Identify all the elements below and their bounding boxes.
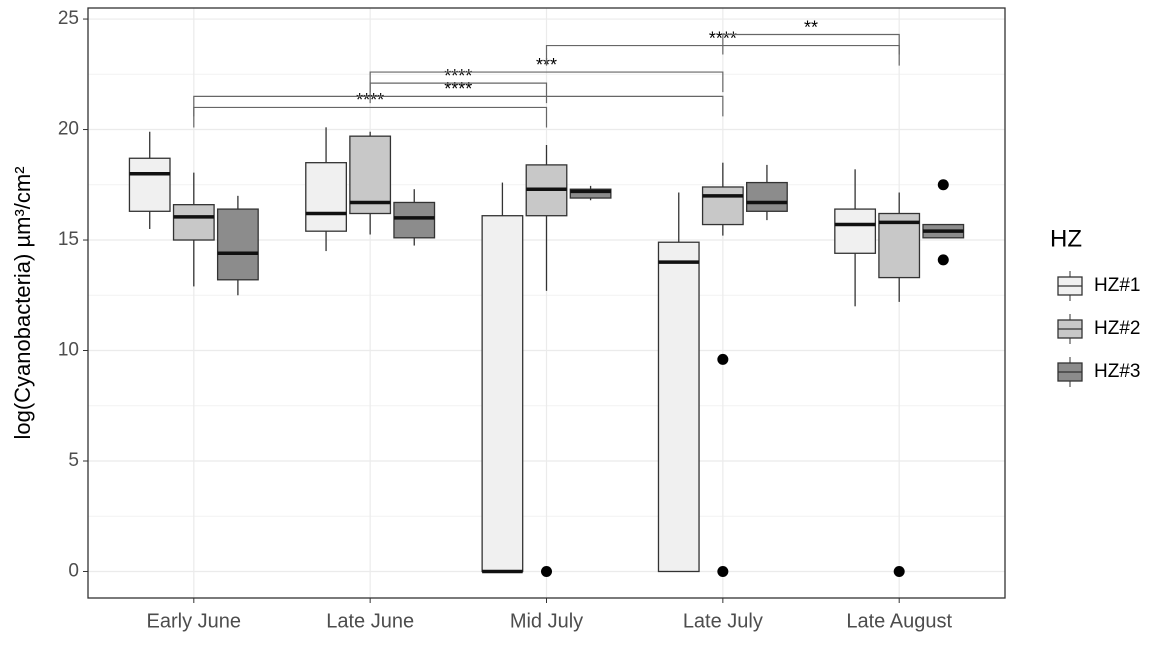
legend-label: HZ#2 (1094, 318, 1140, 339)
box (878, 212, 921, 279)
significance-label: **** (444, 66, 472, 86)
x-tick-label: Late August (846, 610, 952, 632)
box (569, 188, 612, 199)
outlier (937, 254, 949, 266)
x-tick-label: Late June (326, 610, 414, 632)
y-tick-label: 0 (68, 560, 79, 581)
outlier (717, 353, 729, 365)
box (216, 208, 259, 281)
box (746, 181, 788, 212)
box (393, 201, 436, 239)
outlier (937, 179, 949, 191)
box (657, 241, 700, 573)
box (172, 204, 215, 241)
outlier (717, 565, 729, 577)
outlier (893, 565, 905, 577)
significance-label: **** (444, 79, 472, 99)
y-tick-label: 25 (58, 8, 79, 29)
x-tick-label: Late July (683, 610, 763, 632)
significance-bracket (369, 71, 724, 93)
significance-bracket (193, 95, 724, 117)
box (834, 208, 877, 254)
y-tick-label: 15 (58, 229, 79, 250)
y-tick-label: 5 (68, 450, 79, 471)
significance-bracket (193, 106, 548, 128)
y-tick-label: 10 (58, 340, 79, 361)
legend-label: HZ#1 (1094, 275, 1140, 296)
legend-title: HZ (1050, 225, 1082, 252)
y-tick-label: 20 (58, 119, 79, 140)
x-tick-label: Early June (147, 610, 242, 632)
box (305, 162, 347, 232)
panel-border (87, 7, 1006, 599)
x-tick-label: Mid July (510, 610, 583, 632)
significance-label: ** (804, 17, 818, 37)
box (701, 186, 744, 226)
significance-bracket (722, 33, 900, 55)
box (349, 135, 392, 215)
legend-label: HZ#3 (1094, 361, 1140, 382)
outlier (541, 565, 552, 577)
box (481, 215, 524, 573)
significance-bracket (369, 82, 548, 104)
y-axis-label: log(Cyanobacteria) µm³/cm² (10, 166, 35, 439)
box (128, 157, 171, 212)
